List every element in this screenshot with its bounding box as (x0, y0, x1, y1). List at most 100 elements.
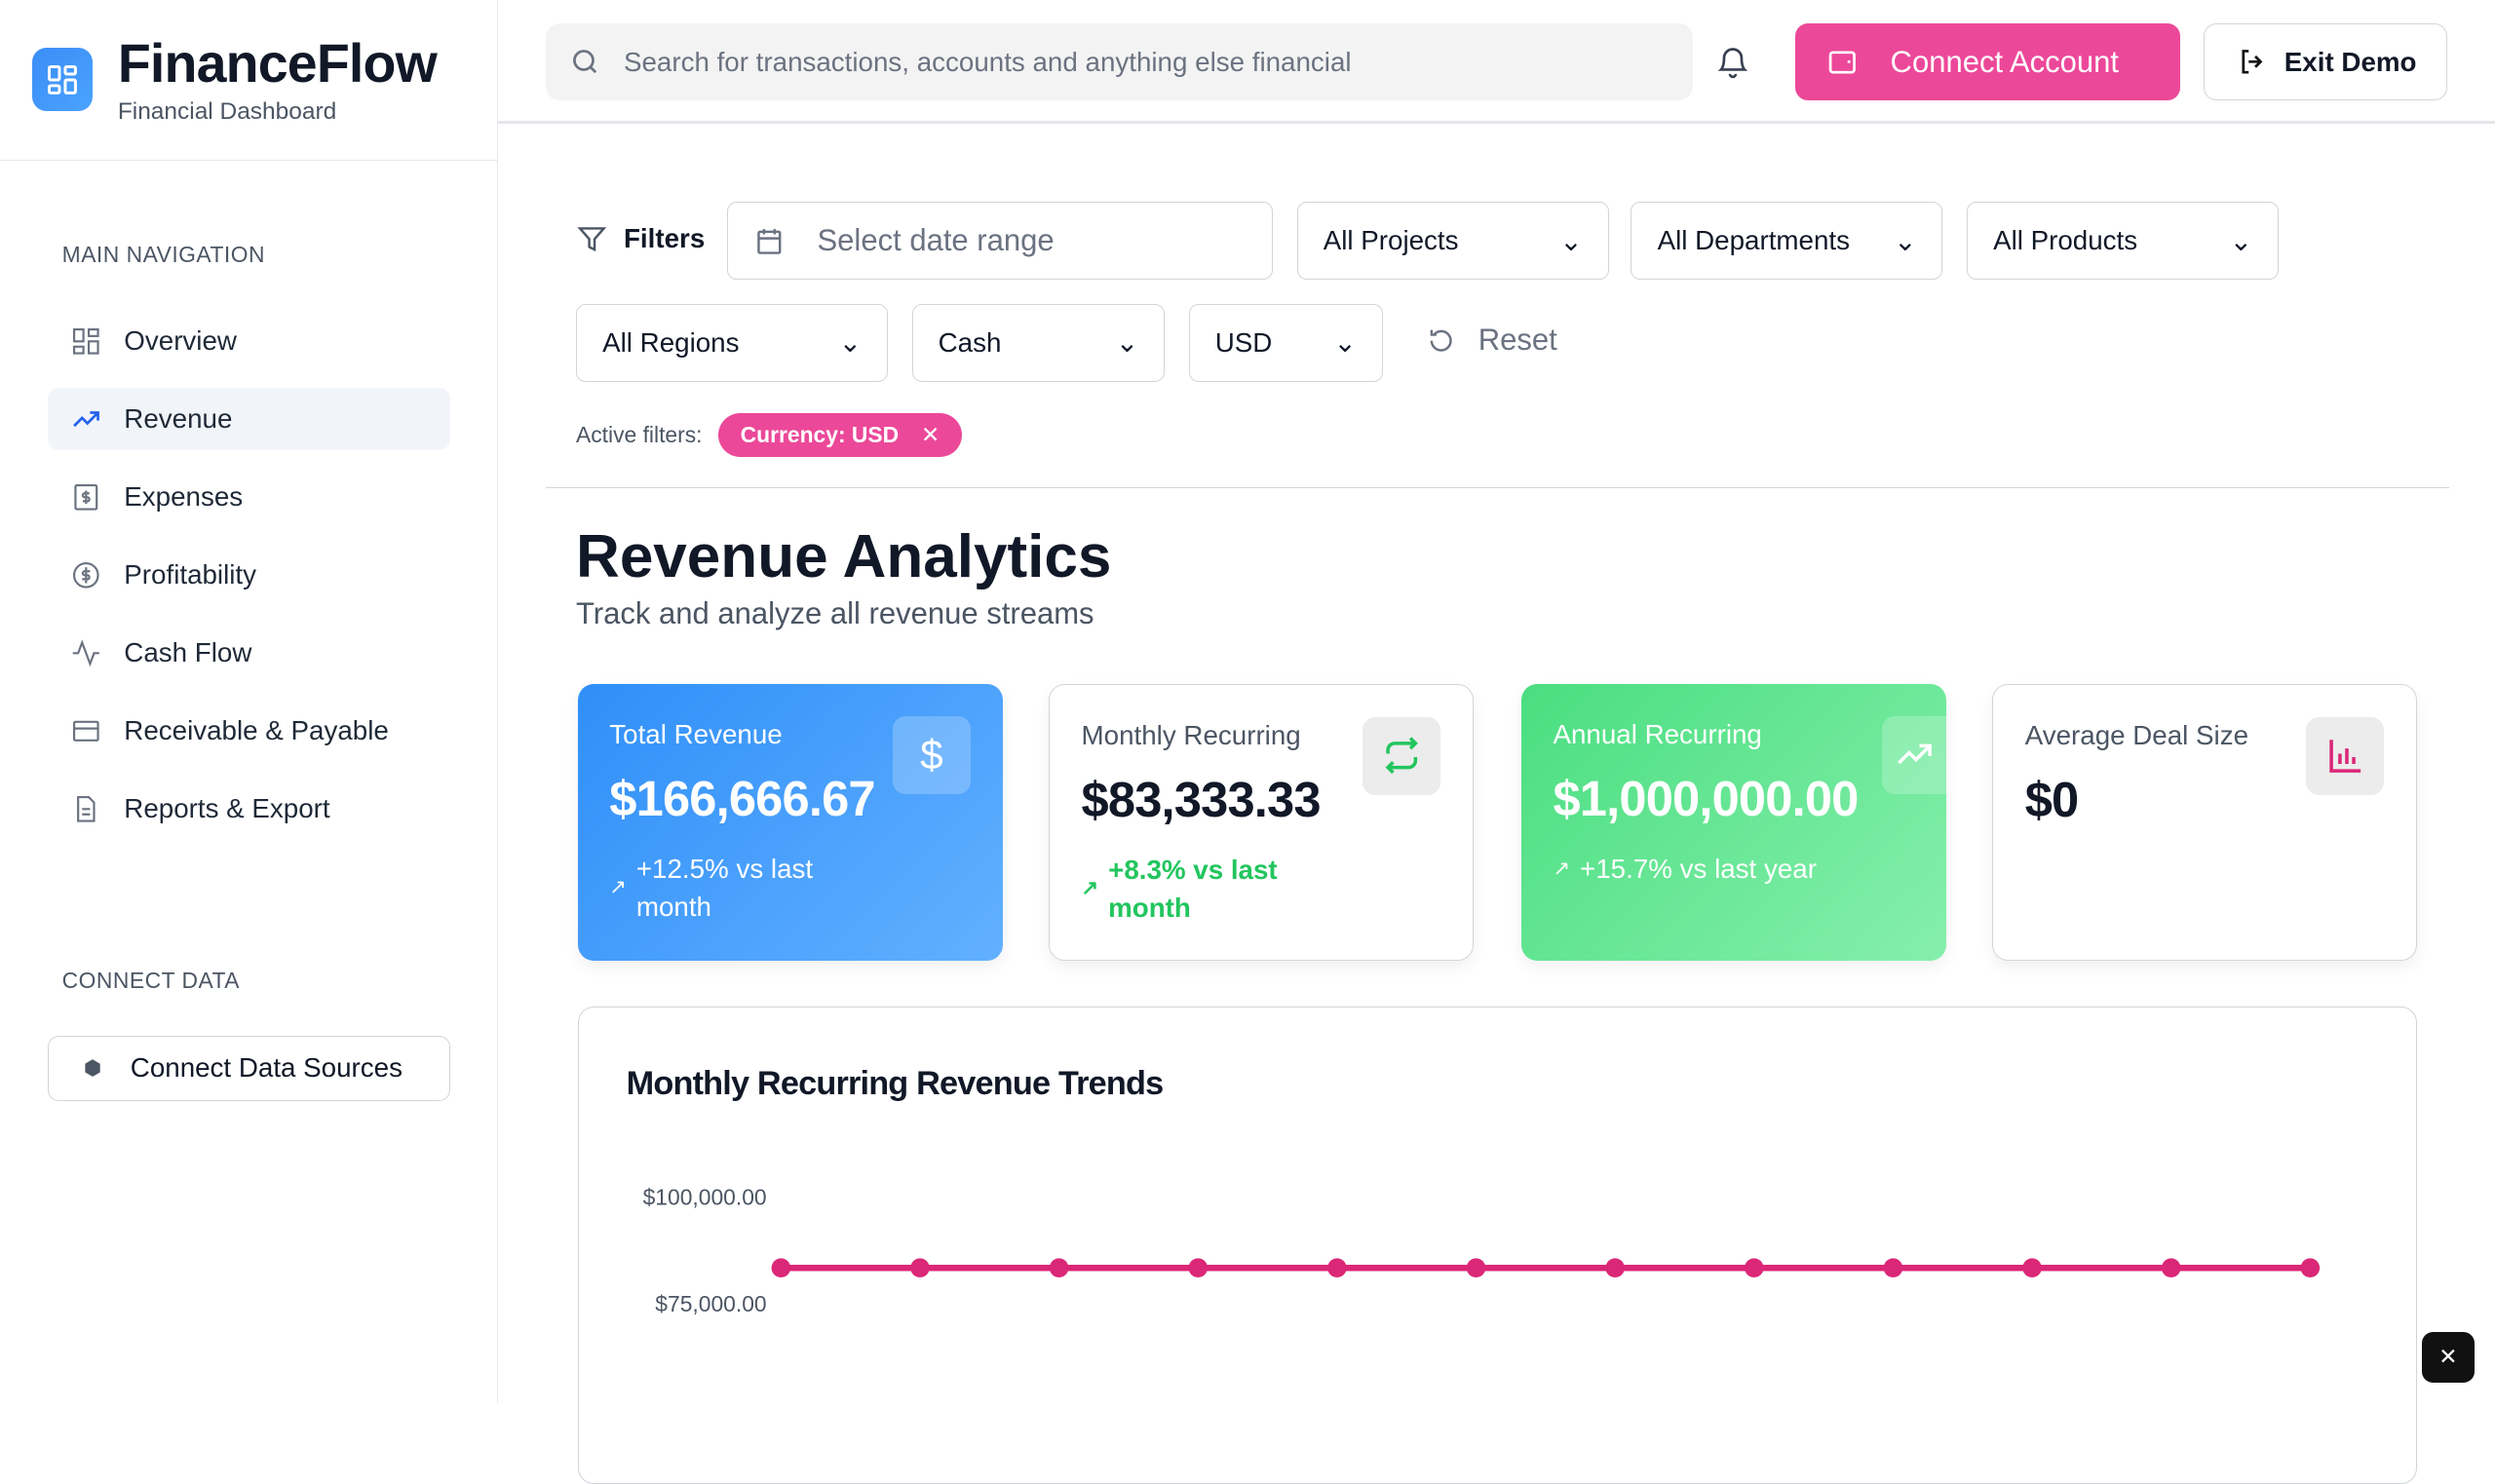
basis-value: Cash (938, 326, 1002, 358)
data-point[interactable] (1466, 1258, 1485, 1278)
projects-select[interactable]: All Projects ⌄ (1296, 202, 1609, 281)
brand-title: FinanceFlow (117, 32, 438, 94)
data-point[interactable] (1049, 1258, 1069, 1278)
data-point[interactable] (1604, 1258, 1625, 1278)
products-value: All Products (1993, 225, 2138, 256)
card-value: $1,000,000.00 (1553, 770, 1859, 826)
card-value: $0 (2024, 771, 2079, 827)
brand-subtitle: Financial Dashboard (117, 98, 337, 126)
sidebar-item-label: Profitability (124, 559, 257, 590)
data-point[interactable] (909, 1258, 930, 1278)
sidebar-item-label: Cash Flow (124, 637, 252, 668)
search-icon (573, 50, 597, 74)
mrr-chart-card: Monthly Recurring Revenue Trends $100,00… (577, 1007, 2417, 1484)
y-tick-label: $100,000.00 (642, 1185, 766, 1210)
card-label: Monthly Recurring (1081, 719, 1301, 750)
sidebar-item-profitability[interactable]: Profitability (48, 544, 450, 606)
page-subtitle: Track and analyze all revenue streams (576, 596, 1094, 631)
data-point[interactable] (2021, 1258, 2042, 1278)
data-point[interactable] (1883, 1258, 1902, 1278)
sidebar-item-label: Reports & Export (124, 793, 330, 824)
connect-account-button[interactable]: Connect Account (1794, 23, 2180, 100)
data-point[interactable] (2161, 1258, 2181, 1278)
exit-demo-button[interactable]: Exit Demo (2204, 23, 2447, 100)
card-label: Annual Recurring (1553, 718, 1762, 749)
card-value: $83,333.33 (1081, 771, 1322, 827)
active-filters: Active filters: Currency: USD ✕ (576, 413, 962, 457)
data-point[interactable] (1326, 1258, 1347, 1278)
close-button[interactable]: ✕ (2421, 1331, 2475, 1383)
card-change-text: +15.7% vs last year (1580, 853, 1817, 884)
basis-select[interactable]: Cash ⌄ (911, 303, 1166, 382)
data-point[interactable] (1188, 1258, 1208, 1278)
chevron-down-icon: ⌄ (2229, 225, 2252, 256)
reset-label: Reset (1478, 323, 1557, 358)
wallet-icon (1828, 51, 1857, 74)
chevron-down-icon: ⌄ (1559, 225, 1583, 256)
chevron-down-icon: ⌄ (1115, 327, 1138, 359)
departments-select[interactable]: All Departments ⌄ (1631, 202, 1943, 281)
search-input[interactable]: Search for transactions, accounts and an… (545, 23, 1694, 100)
chart-title: Monthly Recurring Revenue Trends (626, 1065, 1165, 1103)
departments-value: All Departments (1657, 225, 1850, 256)
data-point[interactable] (1744, 1258, 1764, 1278)
exit-demo-label: Exit Demo (2284, 46, 2417, 77)
projects-value: All Projects (1323, 225, 1459, 256)
dollar-icon: $ (892, 715, 971, 794)
bar-chart-icon (2306, 716, 2385, 795)
mrr-line-chart: $100,000.00 $75,000.00 (642, 1185, 2320, 1316)
activity-icon (72, 639, 99, 667)
card-change-text: +8.3% vs last month (1108, 854, 1278, 923)
brand: FinanceFlow Financial Dashboard (0, 0, 498, 161)
chevron-down-icon: ⌄ (838, 327, 862, 359)
sidebar-item-expenses[interactable]: Expenses (48, 466, 450, 528)
connect-data-sources-button[interactable]: ⬢ Connect Data Sources (47, 1035, 451, 1101)
regions-value: All Regions (602, 326, 740, 358)
reset-button[interactable]: Reset (1427, 323, 1557, 358)
main-nav-label: MAIN NAVIGATION (61, 242, 265, 268)
dollar-circle-icon (72, 561, 99, 589)
sidebar-item-receivable-payable[interactable]: Receivable & Payable (48, 700, 450, 762)
trending-up-icon (72, 411, 99, 427)
close-icon[interactable]: ✕ (920, 422, 940, 448)
topbar: Search for transactions, accounts and an… (498, 0, 2495, 125)
filters-text: Filters (623, 222, 706, 253)
sidebar: FinanceFlow Financial Dashboard MAIN NAV… (0, 0, 499, 1403)
receipt-icon (74, 483, 98, 511)
sidebar-item-overview[interactable]: Overview (48, 310, 450, 372)
currency-select[interactable]: USD ⌄ (1188, 303, 1383, 382)
sidebar-item-reports-export[interactable]: Reports & Export (48, 778, 450, 840)
sidebar-item-label: Overview (124, 325, 237, 357)
currency-value: USD (1214, 326, 1273, 358)
divider (545, 486, 2449, 489)
data-point[interactable] (2300, 1258, 2320, 1278)
chevron-down-icon: ⌄ (1894, 225, 1917, 256)
filter-icon (577, 226, 607, 251)
cube-icon: ⬢ (83, 1056, 102, 1080)
card-value: $166,666.67 (609, 770, 875, 826)
currency-filter-chip[interactable]: Currency: USD ✕ (717, 413, 962, 457)
connect-data-label: CONNECT DATA (61, 967, 240, 993)
monthly-recurring-card: Monthly Recurring $83,333.33 ↗ +8.3% vs l… (1048, 684, 1474, 962)
chevron-down-icon: ⌄ (1333, 327, 1357, 359)
date-range-picker[interactable]: Select date range (727, 202, 1274, 281)
sidebar-item-cash-flow[interactable]: Cash Flow (48, 622, 450, 684)
connect-data-sources-label: Connect Data Sources (130, 1052, 403, 1084)
file-icon (76, 795, 96, 822)
annual-recurring-card: Annual Recurring $1,000,000.00 ↗ +15.7% v… (1520, 684, 1946, 962)
card-change: ↗ +8.3% vs last month (1082, 851, 1336, 927)
active-filters-label: Active filters: (576, 422, 703, 448)
bell-icon[interactable] (1715, 45, 1750, 80)
regions-select[interactable]: All Regions ⌄ (576, 303, 888, 382)
sidebar-item-revenue[interactable]: Revenue (47, 388, 451, 451)
products-select[interactable]: All Products ⌄ (1966, 202, 2279, 281)
card-change: ↗ +15.7% vs last year (1553, 850, 1817, 888)
trending-up-icon (1882, 715, 1946, 794)
sidebar-item-label: Receivable & Payable (124, 715, 389, 746)
logout-icon (2242, 50, 2263, 74)
data-point[interactable] (771, 1258, 790, 1278)
credit-card-icon (72, 720, 99, 742)
calendar-icon (757, 229, 782, 254)
search-placeholder: Search for transactions, accounts and an… (623, 46, 1352, 77)
total-revenue-card: Total Revenue $166,666.67 ↗ +12.5% vs las… (577, 684, 1003, 962)
